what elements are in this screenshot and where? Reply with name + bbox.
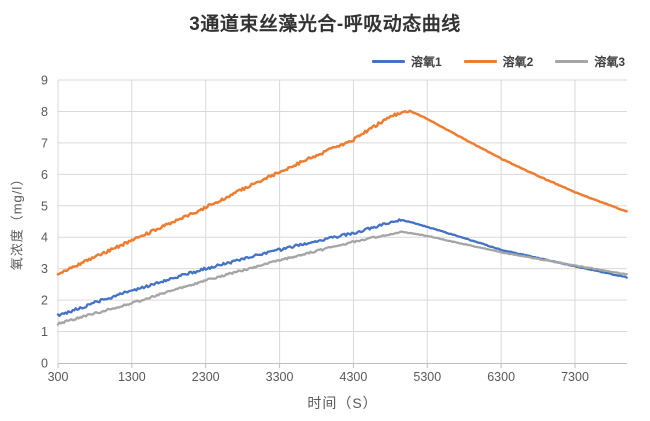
x-axis-title: 时间（S） xyxy=(307,395,378,411)
y-tick-label: 0 xyxy=(41,357,48,371)
x-tick-label: 6300 xyxy=(487,370,515,384)
y-tick-label: 7 xyxy=(41,136,48,150)
x-tick-label: 300 xyxy=(48,370,69,384)
legend-line-swatch xyxy=(555,60,589,63)
y-tick-label: 6 xyxy=(41,168,48,182)
legend-item-2: 溶氧2 xyxy=(463,53,534,70)
x-tick-label: 3300 xyxy=(266,370,294,384)
legend-label: 溶氧2 xyxy=(502,55,534,69)
series-line-3 xyxy=(56,230,628,326)
legend-line-swatch xyxy=(371,60,405,63)
chart-title: 3通道束丝藻光合-呼吸动态曲线 xyxy=(189,14,461,35)
legend: 溶氧1 溶氧2 溶氧3 xyxy=(371,53,625,70)
x-tick-label: 7300 xyxy=(561,370,589,384)
legend-item-1: 溶氧1 xyxy=(371,53,442,70)
y-tick-label: 2 xyxy=(41,294,48,308)
y-axis-title: 氧浓度（mg/l） xyxy=(9,171,25,271)
y-tick-label: 3 xyxy=(41,262,48,276)
legend-line-swatch xyxy=(463,60,497,63)
y-tick-label: 5 xyxy=(41,199,48,213)
y-tick-label: 1 xyxy=(41,325,48,339)
series-line-1 xyxy=(56,218,628,318)
x-tick-label: 1300 xyxy=(118,370,146,384)
y-tick-label: 9 xyxy=(41,74,48,88)
x-tick-label: 2300 xyxy=(192,370,220,384)
x-tick-label: 5300 xyxy=(413,370,441,384)
x-tick-label: 4300 xyxy=(340,370,368,384)
legend-item-3: 溶氧3 xyxy=(555,53,625,70)
y-tick-label: 8 xyxy=(41,105,48,119)
legend-label: 溶氧1 xyxy=(410,55,442,69)
legend-label: 溶氧3 xyxy=(594,55,625,69)
y-tick-label: 4 xyxy=(41,231,48,245)
series-line-2 xyxy=(56,109,628,276)
